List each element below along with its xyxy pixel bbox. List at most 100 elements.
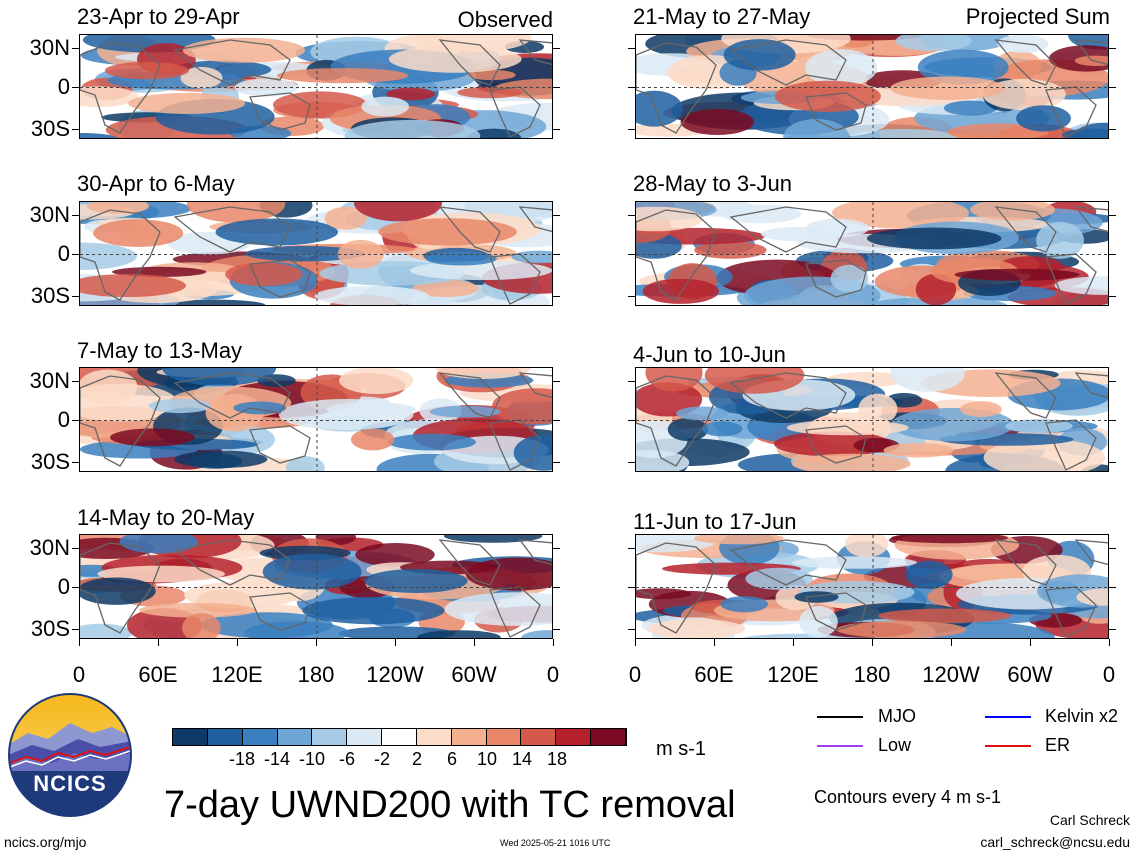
- anomaly-shading: [1041, 580, 1080, 603]
- site-link[interactable]: ncics.org/mjo: [4, 834, 87, 850]
- panel-title: 14-May to 20-May: [77, 505, 255, 530]
- coastline: [805, 92, 867, 131]
- coastline: [173, 539, 291, 586]
- anomaly-shading: [832, 202, 969, 229]
- anomaly-shading: [895, 35, 972, 52]
- anomaly-shading: [93, 219, 184, 247]
- anomaly-shading: [943, 100, 998, 116]
- x-tick-mark: [872, 639, 873, 646]
- coastline: [80, 209, 161, 301]
- anomaly-shading: [1071, 122, 1108, 138]
- x-tick-label: 0: [72, 662, 86, 687]
- anomaly-shading: [792, 453, 911, 471]
- colorbar-tick-label: 18: [546, 749, 568, 769]
- coastline: [80, 542, 161, 634]
- y-tick-mark: [553, 462, 560, 463]
- anomaly-shading: [1074, 55, 1108, 66]
- coastline: [249, 592, 311, 631]
- panel-map: [80, 35, 552, 138]
- panel-map: [80, 535, 552, 638]
- y-tick-label: 30N: [29, 202, 70, 227]
- anomaly-shading: [1076, 588, 1108, 606]
- anomaly-shading: [186, 202, 286, 223]
- y-tick-mark: [628, 48, 635, 49]
- x-tick-mark: [395, 639, 396, 646]
- anomaly-shading: [467, 69, 516, 81]
- panel-map: [636, 35, 1108, 138]
- ncics-logo: NCICS: [8, 693, 132, 817]
- y-tick-mark: [1109, 586, 1116, 588]
- author-email[interactable]: carl_schreck@ncsu.edu: [980, 834, 1130, 850]
- anomaly-shading: [1054, 276, 1108, 295]
- observed-panel: [79, 367, 553, 472]
- anomaly-shading: [667, 417, 709, 442]
- anomaly-shading: [465, 557, 552, 591]
- coastline: [518, 539, 552, 566]
- coastline: [173, 372, 291, 419]
- anomaly-shading: [791, 556, 918, 569]
- anomaly-shading: [339, 368, 414, 394]
- y-tick-label: 30S: [30, 116, 70, 141]
- coastline: [729, 539, 847, 586]
- projected-panel: [635, 367, 1109, 472]
- coastline: [518, 372, 552, 399]
- colorbar-tick-label: -6: [338, 749, 355, 769]
- anomaly-shading: [457, 86, 523, 99]
- y-tick-label: 30S: [30, 616, 70, 641]
- anomaly-shading: [245, 246, 365, 262]
- colorbar-swatch: [486, 729, 522, 745]
- panel-map: [80, 368, 552, 471]
- y-tick-mark: [553, 586, 560, 588]
- coastline: [173, 206, 291, 253]
- x-tick-mark: [1030, 639, 1031, 646]
- anomaly-shading: [878, 608, 1012, 623]
- y-tick-mark: [553, 215, 560, 216]
- anomaly-shading: [425, 251, 497, 266]
- colorbar-tick-label: 10: [476, 749, 498, 769]
- x-tick-mark: [158, 639, 159, 646]
- projected-panel: [635, 34, 1109, 139]
- colorbar-tick-label: -10: [298, 749, 325, 769]
- anomaly-shading: [314, 285, 429, 305]
- projected-panel: [635, 534, 1109, 639]
- x-tick-label: 60E: [694, 662, 734, 687]
- anomaly-shading: [676, 406, 729, 421]
- panel-title: 21-May to 27-May: [633, 4, 811, 29]
- coastline: [438, 206, 501, 253]
- anomaly-shading: [182, 37, 305, 63]
- anomaly-shading: [97, 565, 225, 583]
- legend-kelvin-label: Kelvin x2: [1045, 706, 1119, 726]
- y-tick-mark: [72, 296, 79, 297]
- x-tick-label: 180: [853, 662, 891, 687]
- coastline: [1074, 539, 1108, 566]
- anomaly-shading: [642, 278, 719, 304]
- coastline: [805, 425, 867, 464]
- colorbar-swatch: [451, 729, 487, 745]
- coastline: [636, 375, 717, 467]
- anomaly-shading: [148, 398, 212, 414]
- coastline: [173, 39, 291, 86]
- colorbar-swatch: [347, 729, 383, 745]
- anomaly-shading: [80, 242, 137, 270]
- y-tick-mark: [553, 296, 560, 297]
- colorbar-tick-label: -2: [373, 749, 390, 769]
- y-tick-mark: [553, 129, 560, 130]
- anomaly-shading: [849, 129, 958, 138]
- anomaly-shading: [720, 596, 768, 613]
- observed-panel: [79, 34, 553, 139]
- x-tick-mark: [237, 639, 238, 646]
- y-tick-mark: [1109, 86, 1116, 88]
- colorbar-swatch: [277, 729, 313, 745]
- y-tick-mark: [72, 253, 79, 255]
- anomaly-shading: [694, 241, 767, 259]
- colorbar-swatch: [382, 729, 417, 745]
- x-tick-label: 120W: [366, 662, 424, 687]
- anomaly-shading: [520, 630, 552, 638]
- y-tick-mark: [628, 253, 635, 255]
- panel-title: 23-Apr to 29-Apr: [77, 4, 240, 29]
- projected-sum-label: Projected Sum: [965, 4, 1110, 29]
- coastline: [249, 259, 311, 298]
- legend-er-line: [985, 745, 1031, 747]
- y-tick-mark: [628, 462, 635, 463]
- y-tick-mark: [553, 629, 560, 630]
